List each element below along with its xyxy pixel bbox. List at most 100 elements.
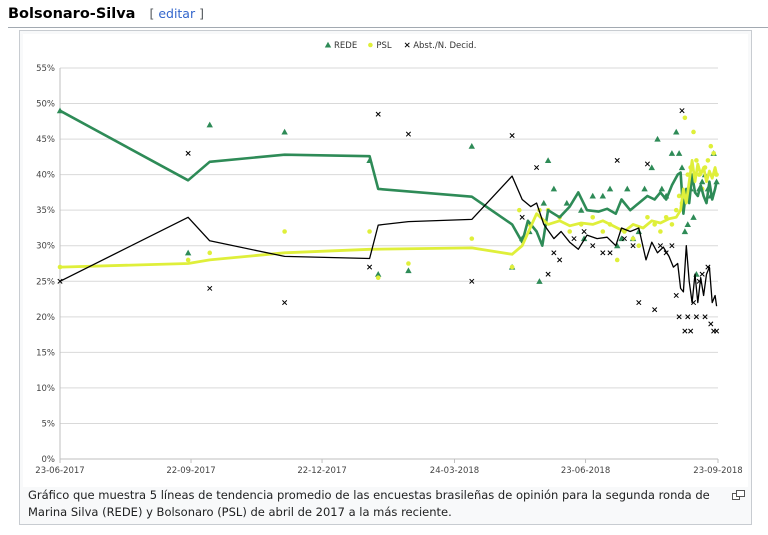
x-tick-label: 22-09-2017 bbox=[166, 466, 215, 476]
x-tick-label: 24-03-2018 bbox=[430, 466, 479, 476]
abst-data-point bbox=[557, 257, 563, 263]
rede-data-point bbox=[641, 185, 648, 192]
chart-image[interactable]: 0% 5% 10% 15% 20% 25% 30% 35% 40% 45% 50% 55% 23-06… bbox=[23, 34, 748, 487]
marker-x-stroke bbox=[509, 132, 515, 139]
marker-x-stroke bbox=[534, 164, 540, 171]
y-tick-label: 10% bbox=[36, 384, 55, 394]
abst-data-point bbox=[581, 228, 587, 235]
abst-data-point bbox=[679, 108, 685, 114]
abst-data-point bbox=[469, 278, 475, 284]
rede-data-point bbox=[375, 270, 382, 277]
abst-data-point bbox=[185, 150, 191, 156]
marker-x-stroke bbox=[614, 157, 620, 163]
marker-x-stroke bbox=[693, 314, 699, 320]
rede-data-point bbox=[693, 270, 700, 277]
abst-data-point bbox=[590, 243, 596, 249]
abst-data-point bbox=[534, 164, 540, 171]
psl-data-point bbox=[636, 243, 642, 249]
rede-data-point bbox=[675, 150, 683, 156]
abst-data-point bbox=[207, 285, 213, 291]
psl-trend-line bbox=[59, 159, 718, 269]
abst-data-point bbox=[673, 292, 679, 299]
abst-trend-line bbox=[59, 175, 718, 307]
rede-data-point bbox=[589, 192, 596, 199]
rede-data-point bbox=[668, 150, 676, 156]
rede-data-point bbox=[578, 206, 585, 213]
abst-data-point bbox=[669, 243, 675, 249]
abst-data-point bbox=[600, 250, 606, 256]
psl-data-point bbox=[708, 143, 714, 149]
marker-x-stroke bbox=[636, 300, 642, 306]
rede-data-point bbox=[468, 143, 475, 149]
abst-data-point bbox=[571, 236, 577, 242]
magnify-icon[interactable] bbox=[732, 490, 745, 501]
marker-x-stroke bbox=[581, 228, 587, 235]
psl-data-point bbox=[517, 207, 522, 213]
psl-data-point bbox=[705, 158, 711, 163]
rede-data-point bbox=[684, 221, 691, 227]
x-tick-label: 22-12-2017 bbox=[297, 466, 346, 476]
abst-data-point bbox=[708, 321, 714, 327]
rede-data-point bbox=[206, 121, 213, 128]
abst-data-point bbox=[714, 328, 720, 334]
psl-data-point bbox=[673, 207, 679, 213]
y-tick-label: 55% bbox=[36, 64, 55, 74]
marker-x-stroke bbox=[404, 42, 410, 48]
rede-data-point bbox=[540, 199, 547, 206]
rede-data-point bbox=[599, 192, 607, 199]
psl-data-point bbox=[694, 158, 699, 163]
abst-data-point bbox=[676, 314, 682, 320]
marker-x-stroke bbox=[676, 314, 682, 320]
abst-data-point bbox=[551, 250, 557, 256]
rede-data-point bbox=[681, 228, 689, 235]
psl-data-point bbox=[600, 229, 606, 234]
marker-x-stroke bbox=[519, 214, 525, 220]
heading-rule bbox=[8, 27, 768, 28]
psl-data-point bbox=[207, 250, 213, 256]
abst-data-point bbox=[367, 264, 373, 270]
marker-x-stroke bbox=[375, 111, 381, 117]
abst-data-point bbox=[545, 271, 551, 277]
rede-data-point bbox=[713, 178, 720, 185]
marker-x-stroke bbox=[600, 250, 606, 256]
x-tick-label: 23-06-2018 bbox=[561, 466, 610, 476]
rede-data-point bbox=[678, 164, 686, 171]
marker-x-stroke bbox=[607, 250, 613, 256]
rede-data-point bbox=[184, 249, 192, 256]
rede-data-point bbox=[698, 178, 706, 185]
figure-frame: 0% 5% 10% 15% 20% 25% 30% 35% 40% 45% 50% 55% 23-06… bbox=[19, 30, 752, 525]
abst-data-point bbox=[657, 243, 663, 249]
abst-data-point bbox=[699, 271, 705, 277]
y-tick-label: 5% bbox=[42, 419, 56, 429]
psl-data-point bbox=[711, 151, 716, 156]
legend-abst-marker bbox=[404, 42, 410, 48]
rede-data-point bbox=[563, 199, 571, 206]
rede-data-point bbox=[614, 242, 621, 249]
rede-data-point bbox=[550, 185, 558, 192]
psl-data-point bbox=[682, 115, 688, 121]
chart-points bbox=[56, 107, 720, 334]
abst-data-point bbox=[630, 243, 636, 249]
legend-psl-label: PSL bbox=[376, 41, 392, 51]
abst-data-point bbox=[644, 161, 651, 167]
rede-data-point bbox=[580, 235, 588, 242]
rede-data-point bbox=[606, 185, 614, 192]
psl-data-point bbox=[645, 214, 650, 220]
rede-data-point bbox=[648, 164, 655, 171]
marker-x-stroke bbox=[673, 292, 679, 299]
y-tick-label: 30% bbox=[36, 242, 55, 252]
marker-x-stroke bbox=[652, 307, 658, 313]
psl-data-point bbox=[367, 229, 372, 234]
psl-data-point bbox=[375, 275, 381, 281]
marker-x-stroke bbox=[367, 264, 373, 270]
edit-link[interactable]: editar bbox=[158, 6, 196, 21]
marker-x-stroke bbox=[207, 285, 213, 291]
y-tick-label: 45% bbox=[36, 135, 55, 145]
rede-data-point bbox=[658, 185, 666, 192]
marker-x-stroke bbox=[699, 271, 705, 277]
marker-x-stroke bbox=[405, 131, 411, 137]
psl-data-point bbox=[669, 222, 675, 227]
marker-x-stroke bbox=[282, 300, 288, 306]
legend-rede-label: REDE bbox=[334, 41, 357, 51]
psl-data-point bbox=[630, 236, 636, 241]
